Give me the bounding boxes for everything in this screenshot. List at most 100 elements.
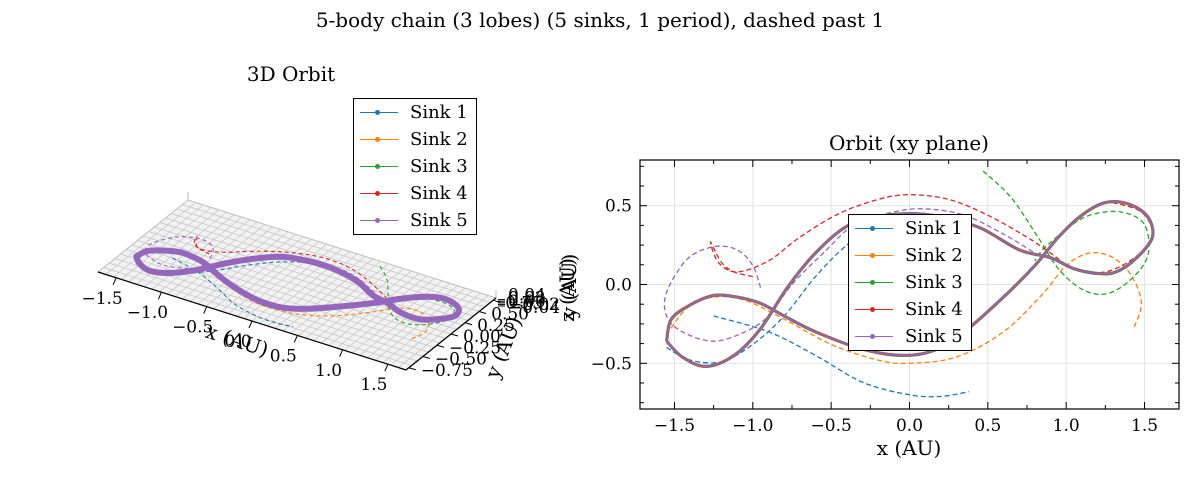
chart-3d-xlabel: x (AU) bbox=[203, 319, 272, 362]
3d-orbit-marker bbox=[250, 255, 257, 262]
3d-orbit-marker bbox=[355, 278, 362, 285]
legend-2d-item-sink-3: Sink 3 bbox=[849, 269, 971, 296]
3d-orbit-marker bbox=[308, 305, 315, 312]
3d-ytick bbox=[478, 311, 487, 314]
3d-ztick-label: 0.00 bbox=[508, 292, 546, 312]
xy-xtick-label: 1.5 bbox=[1131, 416, 1158, 436]
3d-ytick-label: 0.00 bbox=[463, 327, 501, 347]
legend-swatch bbox=[855, 250, 893, 262]
3d-orbit-marker bbox=[278, 253, 285, 260]
3d-xtick bbox=[248, 320, 253, 329]
xy-xtick-label: 0.0 bbox=[896, 416, 923, 436]
legend-swatch bbox=[360, 215, 398, 227]
legend-swatch bbox=[360, 107, 398, 119]
3d-orbit-marker bbox=[406, 313, 413, 320]
3d-orbit-marker bbox=[418, 316, 425, 323]
3d-orbit-marker bbox=[146, 267, 153, 274]
3d-grid-line bbox=[126, 249, 435, 348]
3d-xtick bbox=[384, 364, 389, 372]
3d-orbit-marker bbox=[222, 278, 229, 285]
3d-grid-line bbox=[187, 199, 497, 299]
3d-orbit-marker bbox=[434, 316, 441, 323]
xy-orbit-sink-5 bbox=[665, 200, 1154, 368]
legend-3d-item-sink-4: Sink 4 bbox=[354, 180, 476, 207]
legend-2d-label: Sink 5 bbox=[905, 326, 963, 347]
3d-ztick-label: −0.04 bbox=[508, 298, 560, 318]
3d-orbit-marker bbox=[385, 300, 392, 307]
xy-orbit-traces bbox=[663, 170, 1155, 398]
legend-swatch bbox=[855, 223, 893, 235]
3d-orbit-marker bbox=[222, 260, 229, 267]
3d-xtick-label: −1.0 bbox=[127, 303, 168, 323]
legend-2d-item-sink-4: Sink 4 bbox=[849, 296, 971, 323]
legend-3d: Sink 1 Sink 2 Sink 3 Sink 4 Sink 5 bbox=[353, 98, 477, 235]
orbit-3d-panel: 3D Orbit −1.5−1.0−0.50.00.51.01.5−0.75−0… bbox=[81, 62, 579, 395]
3d-xtick bbox=[339, 349, 344, 358]
3d-grid-line bbox=[103, 267, 412, 366]
3d-dashed-sink-4 bbox=[193, 235, 459, 320]
3d-ytick bbox=[408, 367, 416, 371]
3d-grid-line bbox=[159, 222, 468, 321]
3d-orbit-marker bbox=[373, 299, 380, 306]
chart-3d-zlabel: z (AU) bbox=[555, 258, 579, 322]
legend-2d-item-sink-2: Sink 2 bbox=[849, 242, 971, 269]
legend-swatch bbox=[855, 331, 893, 343]
3d-ytick bbox=[450, 333, 459, 337]
legend-2d-label: Sink 3 bbox=[905, 272, 963, 293]
3d-grid-line bbox=[109, 262, 418, 362]
legend-swatch bbox=[360, 134, 398, 146]
xy-ticks: −1.5 −1.0 −0.5 0.0 0.5 1.0 1.5 −0.5 0.0 0.5 bbox=[591, 160, 1179, 436]
xy-dashed-sink-1-b bbox=[713, 315, 970, 398]
legend-swatch bbox=[360, 161, 398, 173]
3d-orbit-marker bbox=[369, 292, 376, 299]
3d-ytick-label: −0.25 bbox=[449, 338, 501, 358]
legend-2d-item-sink-1: Sink 1 bbox=[849, 215, 971, 242]
3d-ytick-label: 0.25 bbox=[477, 316, 515, 336]
legend-2d-label: Sink 2 bbox=[905, 245, 963, 266]
3d-orbit-marker bbox=[418, 293, 425, 300]
3d-ztick-label: −0.02 bbox=[508, 295, 560, 315]
chart-2d-xlabel: x (AU) bbox=[877, 436, 942, 460]
3d-xtick-label: −0.5 bbox=[172, 318, 213, 338]
3d-ytick bbox=[436, 344, 445, 348]
3d-orbit-marker bbox=[189, 253, 196, 260]
3d-ytick-label: 0.75 bbox=[505, 293, 543, 313]
3d-ytick bbox=[422, 356, 431, 359]
legend-3d-label: Sink 3 bbox=[410, 156, 468, 177]
xy-xtick-label: 0.5 bbox=[974, 416, 1001, 436]
3d-ztick-label: 0.02 bbox=[508, 289, 546, 309]
legend-swatch bbox=[855, 304, 893, 316]
3d-orbit-marker bbox=[283, 305, 290, 312]
xy-ytick-label: 0.5 bbox=[605, 197, 632, 217]
3d-orbit-marker bbox=[136, 260, 143, 267]
xy-ytick-label: 0.0 bbox=[605, 276, 632, 296]
3d-orbit-marker bbox=[243, 291, 250, 298]
legend-2d-label: Sink 4 bbox=[905, 299, 963, 320]
chart-2d-ylabel: y (AU) bbox=[557, 254, 581, 320]
3d-orbit-marker bbox=[396, 295, 403, 302]
xy-dashed-sink-1 bbox=[666, 212, 926, 364]
3d-orbit-marker bbox=[143, 248, 150, 255]
3d-xtick-label: −1.5 bbox=[81, 289, 122, 309]
3d-ticks: −1.5−1.0−0.50.00.51.01.5−0.75−0.50−0.250… bbox=[81, 277, 560, 395]
3d-orbit-marker bbox=[394, 307, 401, 314]
3d-orbit-marker bbox=[176, 249, 183, 256]
3d-orbit-marker bbox=[436, 294, 443, 301]
legend-3d-item-sink-5: Sink 5 bbox=[354, 207, 476, 234]
legend-3d-label: Sink 5 bbox=[410, 210, 468, 231]
3d-ytick-label: 0.50 bbox=[491, 305, 529, 325]
3d-xtick bbox=[203, 306, 208, 314]
xy-ytick-label: −0.5 bbox=[591, 354, 632, 374]
3d-orbit-traces bbox=[133, 235, 462, 340]
legend-3d-item-sink-3: Sink 3 bbox=[354, 153, 476, 180]
3d-orbit-marker bbox=[343, 302, 350, 309]
xy-xtick-label: −1.5 bbox=[654, 416, 695, 436]
chart-2d-title: Orbit (xy plane) bbox=[829, 131, 989, 155]
xy-xtick-label: −0.5 bbox=[811, 416, 852, 436]
legend-3d-item-sink-2: Sink 2 bbox=[354, 126, 476, 153]
3d-orbit-marker bbox=[210, 267, 217, 274]
3d-ytick-label: −0.75 bbox=[421, 361, 473, 381]
3d-grid-line bbox=[131, 244, 440, 344]
legend-3d-label: Sink 2 bbox=[410, 129, 468, 150]
